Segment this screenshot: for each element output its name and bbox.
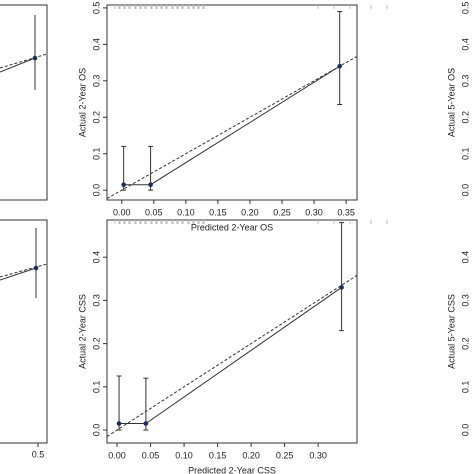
point bbox=[143, 421, 149, 426]
x-tick-label: 0.30 bbox=[309, 450, 327, 460]
y-axis-label: Actual 2-Year OS bbox=[77, 68, 87, 137]
x-tick-label: 0.15 bbox=[209, 450, 227, 460]
y-tick-label: 0.0 bbox=[91, 424, 101, 437]
right-tick-label: 0.4 bbox=[460, 251, 470, 264]
y-tick-label: 0.1 bbox=[91, 147, 101, 160]
x-tick-label: 0.00 bbox=[108, 450, 126, 460]
x-tick-label: 0.25 bbox=[276, 450, 294, 460]
right-tick-label: 0.2 bbox=[460, 337, 470, 350]
point bbox=[148, 182, 153, 187]
x-tick-label: 0.00 bbox=[113, 207, 131, 217]
cropped-point bbox=[32, 55, 38, 61]
calibration-line bbox=[123, 65, 340, 186]
y-axis-label: Actual 2-Year CSS bbox=[77, 294, 87, 369]
y-tick-label: 0.2 bbox=[91, 337, 101, 350]
right-tick-label: 0.3 bbox=[460, 75, 470, 88]
plot-frame bbox=[106, 219, 358, 444]
right-tick-label: 0.0 bbox=[460, 184, 470, 197]
y-tick-label: 0.3 bbox=[91, 75, 101, 88]
x-tick-label: 0.25 bbox=[273, 207, 291, 217]
y-tick-label: 0.5 bbox=[91, 2, 101, 15]
x-tick-label: 0.20 bbox=[242, 450, 260, 460]
y-tick-label: 0.3 bbox=[91, 294, 101, 307]
cropped-frame bbox=[0, 4, 48, 201]
x-tick-label: 0.05 bbox=[142, 450, 160, 460]
x-axis-label: Predicted 2-Year OS bbox=[191, 222, 273, 232]
point bbox=[116, 421, 122, 426]
cropped-frame bbox=[0, 219, 48, 444]
cropped-left-panels: 0.5 bbox=[0, 4, 48, 459]
right-tick-label: 0.1 bbox=[460, 147, 470, 160]
cropped-line bbox=[0, 267, 37, 281]
right-tick-label: 0.0 bbox=[460, 424, 470, 437]
right-axis-label: Actual 5-Year CSS bbox=[446, 294, 456, 369]
right-axis-label: Actual 5-Year OS bbox=[446, 68, 456, 137]
point bbox=[121, 182, 126, 187]
cropped-line bbox=[0, 263, 48, 278]
x-tick-label: 0.30 bbox=[305, 207, 323, 217]
y-tick-label: 0.4 bbox=[91, 251, 101, 264]
y-tick-label: 0.0 bbox=[91, 184, 101, 197]
y-tick-label: 0.4 bbox=[91, 38, 101, 51]
x-tick-label: 0.20 bbox=[241, 207, 259, 217]
cropped-line bbox=[0, 57, 36, 73]
x-tick-label: 0.35 bbox=[337, 207, 355, 217]
x-tick-label: 0.5 bbox=[32, 449, 45, 459]
calibration-line bbox=[119, 287, 342, 425]
y-tick-label: 0.2 bbox=[91, 111, 101, 124]
right-tick-label: 0.3 bbox=[460, 294, 470, 307]
cropped-point bbox=[33, 265, 39, 271]
plot-frame bbox=[106, 4, 358, 201]
x-tick-label: 0.10 bbox=[175, 450, 193, 460]
x-axis-label: Predicted 2-Year CSS bbox=[188, 465, 276, 474]
point bbox=[337, 63, 342, 69]
right-tick-label: 0.2 bbox=[460, 111, 470, 124]
cropped-line bbox=[0, 53, 48, 69]
ideal-line bbox=[106, 274, 358, 437]
y-tick-label: 0.1 bbox=[91, 381, 101, 394]
right-tick-label: 0.1 bbox=[460, 381, 470, 394]
ideal-line bbox=[106, 55, 358, 199]
right-tick-label: 0.4 bbox=[460, 38, 470, 51]
x-tick-label: 0.10 bbox=[177, 207, 195, 217]
right-tick-label: 0.5 bbox=[460, 2, 470, 15]
point bbox=[339, 285, 344, 290]
x-tick-label: 0.15 bbox=[209, 207, 227, 217]
x-tick-label: 0.05 bbox=[145, 207, 163, 217]
